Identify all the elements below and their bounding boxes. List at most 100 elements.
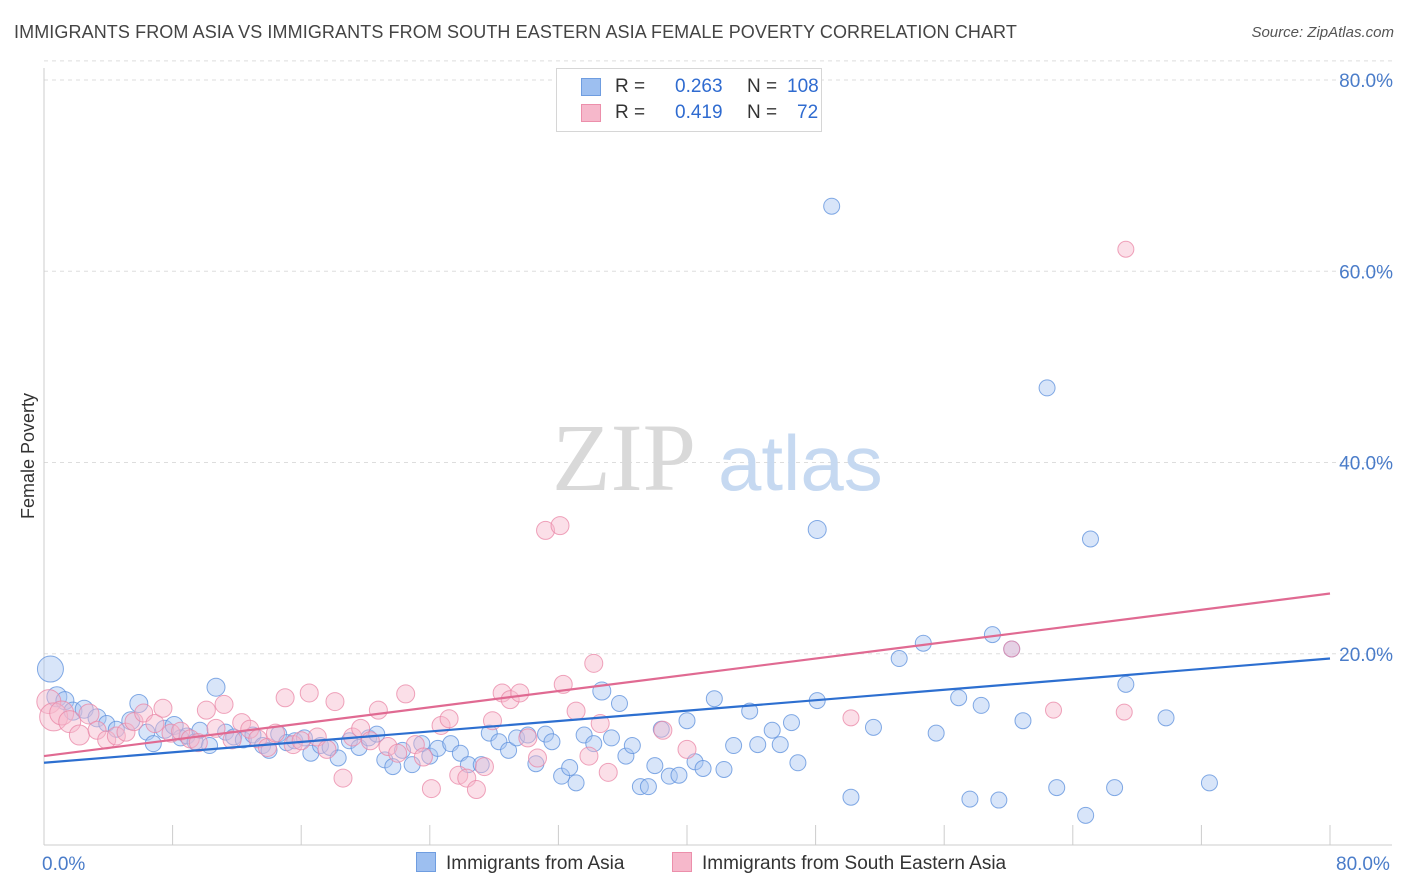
series-sea-points [36, 240, 1135, 800]
watermark-zip: ZIP [552, 404, 696, 511]
asia-point-88 [927, 724, 945, 742]
sea-point-21 [222, 730, 242, 750]
grid-lines [44, 60, 1392, 655]
sea-point-2 [49, 700, 75, 726]
sea-point-61 [579, 746, 599, 766]
sea-point-33 [325, 692, 345, 712]
sea-point-38 [368, 700, 388, 720]
sea-point-69 [1115, 703, 1133, 721]
y-tick-labels: 20.0% 40.0% 60.0% 80.0% [1339, 71, 1393, 666]
asia-point-64 [610, 694, 628, 712]
sea-point-25 [257, 737, 277, 757]
asia-point-83 [782, 714, 800, 732]
asia-point-101 [890, 650, 908, 668]
asia-point-82 [771, 736, 789, 754]
sea-point-66 [1045, 701, 1063, 719]
sea-point-41 [396, 684, 416, 704]
asia-point-95 [1200, 774, 1218, 792]
sea-point-57 [536, 520, 556, 540]
stats-legend: R = 0.263 N = 108 R = 0.419 N = 72 [556, 68, 822, 132]
axes [43, 68, 1392, 846]
y-tick-label-60: 60.0% [1339, 262, 1393, 283]
sea-point-71 [677, 739, 697, 759]
asia-point-79 [741, 702, 759, 720]
asia-point-81 [763, 721, 781, 739]
asia-point-68 [639, 778, 657, 796]
sea-point-68 [1117, 240, 1135, 258]
legend-item-asia: Immigrants from Asia [416, 852, 624, 876]
asia-point-75 [694, 760, 712, 777]
sea-point-43 [413, 747, 433, 767]
y-tick-label-40: 40.0% [1339, 454, 1393, 475]
legend-swatch-sea [581, 104, 601, 122]
sea-point-9 [116, 722, 136, 742]
asia-point-69 [646, 757, 664, 775]
sea-point-64 [598, 762, 618, 782]
sea-point-26 [265, 723, 285, 743]
asia-point-19 [206, 677, 226, 697]
asia-point-73 [678, 712, 696, 730]
asia-point-65 [617, 747, 635, 765]
legend-n-value-sea: 72 [797, 102, 819, 123]
legend-r-value-sea: 0.419 [675, 102, 723, 123]
sea-point-27 [275, 688, 295, 708]
y-tick-label-20: 20.0% [1339, 645, 1393, 666]
legend-swatch-sea [672, 852, 692, 872]
sea-point-44 [421, 779, 441, 799]
asia-point-80 [749, 736, 767, 754]
asia-point-50 [490, 733, 508, 751]
asia-point-105 [1014, 712, 1032, 730]
asia-point-102 [1081, 530, 1099, 548]
sea-point-70 [653, 720, 673, 740]
asia-point-89 [961, 790, 979, 808]
asia-point-106 [1117, 675, 1135, 693]
sea-point-56 [528, 748, 548, 768]
asia-point-91 [1048, 779, 1066, 797]
sea-point-13 [153, 698, 173, 718]
asia-point-44 [429, 739, 447, 757]
asia-point-52 [508, 729, 526, 747]
asia-point-63 [602, 729, 620, 747]
asia-point-107 [950, 689, 968, 707]
asia-point-96 [823, 197, 841, 215]
asia-point-53 [519, 726, 537, 744]
sea-point-53 [500, 690, 520, 710]
asia-point-56 [543, 733, 561, 751]
asia-point-97 [1038, 379, 1056, 397]
legend-r-label: R = [615, 76, 646, 97]
x-tick-label-0: 0.0% [42, 854, 85, 875]
sea-point-39 [378, 737, 398, 757]
legend-n-label: N = [747, 102, 778, 123]
asia-point-78 [725, 737, 743, 755]
asia-point-92 [1077, 806, 1095, 824]
asia-point-98 [807, 519, 827, 539]
sea-trend-line [43, 592, 1331, 758]
sea-point-58 [550, 516, 570, 536]
sea-point-12 [145, 714, 165, 734]
y-axis-label: Female Poverty [18, 393, 38, 519]
asia-point-60 [575, 726, 593, 744]
asia-point-0 [36, 655, 64, 683]
x-minor-ticks [43, 825, 1331, 845]
sea-point-37 [360, 731, 380, 751]
asia-point-9 [129, 693, 149, 713]
legend-swatch-asia [581, 78, 601, 96]
asia-point-58 [561, 759, 579, 777]
series-asia-points [36, 197, 1218, 824]
asia-point-42 [413, 735, 431, 753]
legend-n-value-asia: 108 [787, 76, 819, 97]
legend-swatch-asia [416, 852, 436, 872]
y-tick-label-80: 80.0% [1339, 71, 1393, 92]
legend-label-sea: Immigrants from South Eastern Asia [702, 853, 1007, 874]
sea-point-15 [171, 721, 191, 741]
asia-point-41 [403, 756, 421, 774]
asia-point-6 [98, 715, 116, 733]
sea-point-30 [299, 683, 319, 703]
legend-r-label: R = [615, 102, 646, 123]
asia-point-77 [715, 760, 733, 778]
sea-point-49 [466, 780, 486, 800]
sea-point-46 [439, 709, 459, 729]
asia-point-49 [480, 724, 498, 742]
asia-point-59 [567, 774, 585, 792]
x-tick-label-80: 80.0% [1336, 854, 1390, 875]
